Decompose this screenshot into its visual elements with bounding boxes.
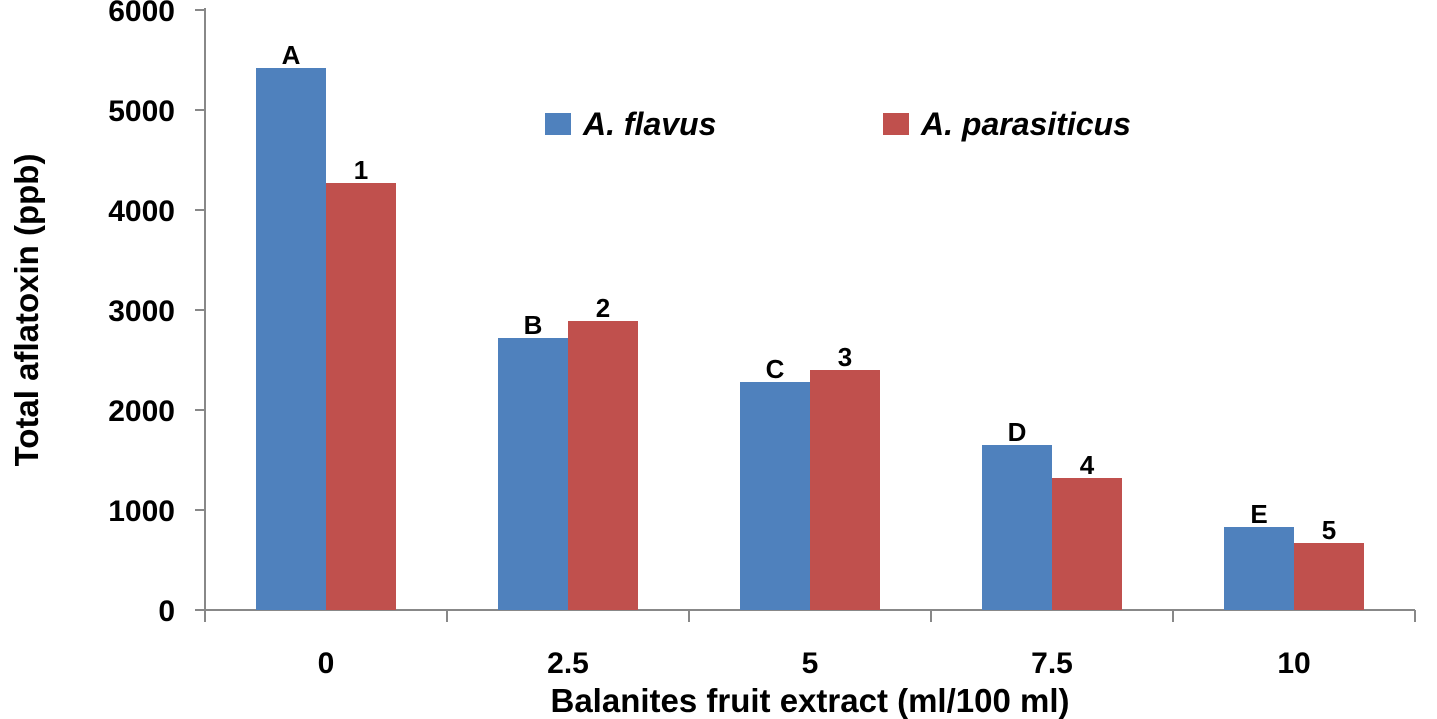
bar-a-parasiticus-4: [1294, 543, 1364, 610]
data-label: C: [766, 354, 785, 384]
legend-swatch: [545, 113, 571, 135]
data-label: A: [282, 40, 301, 70]
y-tick-label: 1000: [108, 495, 175, 528]
x-tick-label: 7.5: [1031, 647, 1073, 680]
x-axis-title: Balanites fruit extract (ml/100 ml): [550, 682, 1069, 719]
bar-a-flavus-3: [982, 445, 1052, 610]
data-label: E: [1250, 499, 1267, 529]
data-label: 4: [1080, 450, 1095, 480]
bar-a-parasiticus-1: [568, 321, 638, 610]
legend: A. flavus A. parasiticus: [545, 106, 1131, 142]
legend-entry-label: A. parasiticus: [920, 106, 1131, 142]
data-label: 3: [838, 342, 852, 372]
y-ticks: 0 1000 2000 3000 4000 5000 6000: [108, 0, 205, 628]
data-label: 5: [1322, 515, 1336, 545]
x-tick-label: 10: [1277, 647, 1310, 680]
bar-a-flavus-0: [256, 68, 326, 610]
y-tick-label: 4000: [108, 195, 175, 228]
x-tick-label: 5: [802, 647, 819, 680]
y-tick-label: 0: [158, 595, 175, 628]
data-labels: A B C D E 1 2 3 4 5: [282, 40, 1337, 545]
x-ticks: 0 2.5 5 7.5 10: [204, 610, 1416, 680]
data-label: 1: [354, 155, 368, 185]
y-axis-title: Total aflatoxin (ppb): [8, 154, 45, 467]
x-tick-label: 0: [318, 647, 335, 680]
legend-entry-label: A. flavus: [582, 106, 716, 142]
y-tick-label: 6000: [108, 0, 175, 28]
x-tick-label: 2.5: [547, 647, 589, 680]
bar-a-parasiticus-2: [810, 370, 880, 610]
data-label: D: [1008, 417, 1027, 447]
bars: [256, 68, 1364, 610]
bar-a-parasiticus-0: [326, 183, 396, 610]
y-tick-label: 3000: [108, 295, 175, 328]
bar-a-flavus-4: [1224, 527, 1294, 610]
data-label: B: [524, 310, 543, 340]
bar-a-flavus-1: [498, 338, 568, 610]
bar-a-flavus-2: [740, 382, 810, 610]
data-label: 2: [596, 293, 610, 323]
y-tick-label: 5000: [108, 95, 175, 128]
bar-a-parasiticus-3: [1052, 478, 1122, 610]
legend-swatch: [883, 113, 909, 135]
y-tick-label: 2000: [108, 395, 175, 428]
